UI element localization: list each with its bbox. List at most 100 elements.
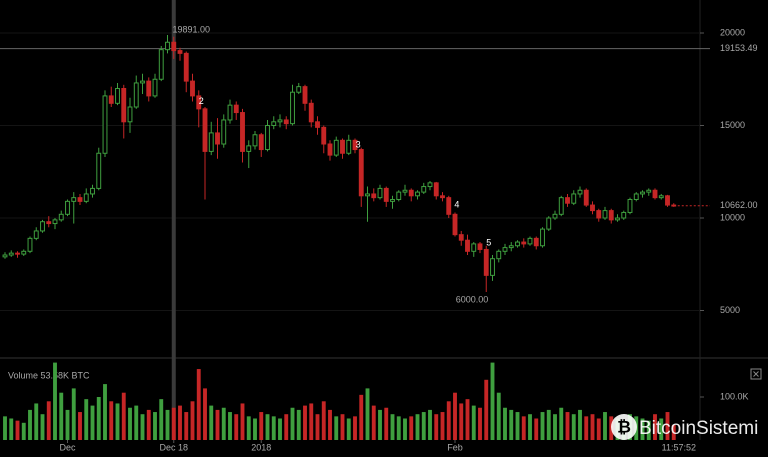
candle-body	[296, 86, 302, 93]
volume-bar	[196, 369, 201, 440]
candle-body	[477, 243, 483, 250]
volume-bar	[3, 416, 7, 440]
candle-body	[71, 197, 77, 202]
candle-body	[196, 95, 202, 110]
x-tick-label: Dec 18	[159, 442, 188, 452]
volume-bar	[540, 412, 545, 440]
volume-bar	[578, 409, 582, 440]
volume-bar	[346, 418, 351, 440]
candle-body	[508, 245, 514, 249]
candle-body	[321, 126, 327, 145]
candle-body	[215, 132, 220, 145]
volume-bar	[503, 407, 507, 440]
volume-bar	[215, 409, 220, 440]
volume-bar	[96, 397, 101, 440]
close-button[interactable]	[750, 368, 762, 380]
candle-body	[627, 199, 633, 213]
candle-body	[52, 219, 58, 225]
candle-body	[402, 189, 408, 193]
volume-bar	[153, 412, 157, 440]
volume-bar	[534, 418, 539, 440]
volume-bar	[128, 407, 132, 440]
annotation: 6000.00	[456, 294, 489, 304]
volume-bar	[646, 420, 651, 440]
volume-bar	[209, 405, 214, 440]
volume-bar	[28, 409, 32, 440]
candle-body	[283, 119, 289, 125]
candle-body	[115, 88, 120, 104]
volume-bar	[271, 416, 276, 440]
candle-body	[371, 193, 377, 199]
annotation: 2	[199, 96, 204, 106]
candle-body	[265, 125, 270, 151]
volume-bar	[378, 409, 382, 440]
volume-bar	[421, 412, 426, 440]
y-tick-label: 20000	[720, 27, 745, 37]
candle-body	[21, 250, 27, 255]
candle-body	[252, 134, 258, 147]
candle-body	[258, 134, 264, 151]
annotation: 4	[454, 199, 459, 209]
volume-bar	[178, 405, 182, 440]
candle-body	[233, 104, 239, 114]
candle-body	[502, 247, 508, 252]
volume-bar	[528, 414, 532, 440]
volume-bar	[246, 416, 251, 440]
volume-bar	[390, 414, 395, 440]
volume-bar	[415, 414, 420, 440]
crosshair-label: 19153.49	[720, 43, 758, 53]
volume-bar	[146, 409, 151, 440]
volume-bar	[553, 414, 557, 440]
candle-body	[221, 119, 227, 145]
volume-bar	[259, 412, 264, 440]
candle-body	[365, 193, 370, 197]
candle-body	[240, 112, 245, 152]
volume-bar	[659, 418, 664, 440]
candle-body	[15, 252, 20, 255]
volume-bar	[171, 407, 176, 440]
candle-body	[246, 145, 252, 152]
candle-body	[577, 189, 583, 195]
watermark: BitcoinSistemi	[639, 418, 758, 439]
candle-body	[496, 250, 502, 260]
volume-bar	[459, 403, 464, 440]
candle-body	[608, 210, 614, 221]
volume-bar	[103, 384, 107, 440]
volume-bar	[109, 401, 114, 440]
candle-body	[102, 95, 108, 154]
volume-bar	[334, 416, 339, 440]
volume-bar	[446, 401, 451, 440]
candle-body	[615, 217, 620, 221]
volume-bar	[509, 409, 514, 440]
candle-body	[177, 50, 183, 54]
candle-body	[2, 254, 8, 258]
candle-body	[158, 49, 164, 80]
candle-body	[58, 213, 64, 221]
candle-body	[652, 189, 658, 199]
candle-body	[552, 213, 558, 219]
candle-body	[346, 139, 352, 154]
volume-bar	[315, 414, 320, 440]
candle-body	[383, 187, 389, 202]
volume-bar	[303, 405, 307, 440]
annotation: 3	[356, 139, 361, 149]
volume-bar	[9, 418, 14, 440]
candle-body	[440, 195, 445, 199]
annotation: 5	[486, 237, 491, 247]
volume-bar	[159, 399, 164, 440]
candle-body	[571, 193, 577, 204]
volume-bar	[65, 409, 70, 440]
candle-body	[83, 193, 89, 202]
volume-bar	[184, 412, 189, 440]
candle-body	[108, 95, 114, 104]
candle-body	[546, 217, 552, 230]
candle-body	[596, 210, 602, 219]
candle-body	[227, 104, 233, 121]
volume-bar	[440, 412, 445, 440]
candle-body	[183, 52, 189, 82]
candle-body	[465, 239, 470, 252]
volume-bar	[653, 414, 657, 440]
candle-body	[590, 204, 595, 212]
candle-body	[583, 189, 589, 206]
